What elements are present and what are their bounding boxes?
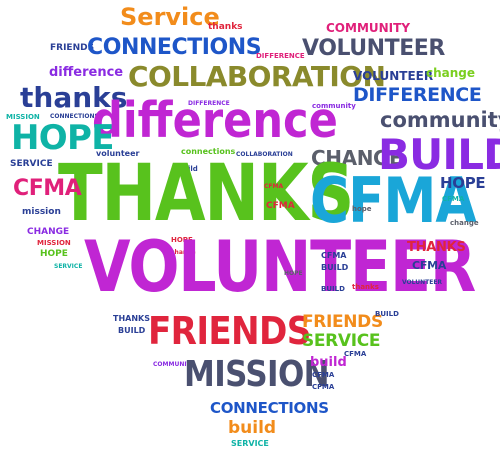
word-volunteer-tiny: volunteer <box>96 149 140 158</box>
word-cfma-big: CFMA <box>310 164 477 237</box>
word-thanks-top: thanks <box>208 22 243 32</box>
word-cfma-right3: CFMA <box>344 350 367 358</box>
word-hope-left2: HOPE <box>40 249 68 259</box>
word-build-left-bottom: BUILD <box>118 326 146 335</box>
word-connections-top: CONNECTIONS <box>87 35 262 60</box>
word-difference-tiny: DIFFERENCE <box>188 100 230 107</box>
word-volunteer-right-mid: VOLUNTEER <box>353 69 434 83</box>
word-collaboration-tiny: COLLABORATION <box>236 151 293 158</box>
word-hope-mid: HOPE <box>171 236 193 244</box>
word-cfma-right2: CFMA <box>412 259 447 272</box>
word-service-left2: SERVICE <box>54 263 83 270</box>
word-build-right-tiny: BUILD <box>321 285 345 293</box>
word-thanks-left: thanks <box>20 81 128 114</box>
word-build-tiny1: build <box>178 165 198 173</box>
word-mission-big: MISSION <box>184 354 330 395</box>
word-connections-left-tiny: CONNECTIONS <box>50 113 99 120</box>
word-change-right-top: change <box>426 66 476 80</box>
word-hope-mid-tiny: HOPE <box>284 270 303 277</box>
word-mission-left-tiny: MISSION <box>6 113 40 121</box>
word-change-mid: CHANGE <box>311 146 403 170</box>
word-build-bottom: build <box>228 418 277 438</box>
word-cfma-tiny-mid: CFMA <box>264 183 284 190</box>
word-community-bottom-tiny: COMMUNITY <box>153 361 196 368</box>
word-service-left: SERVICE <box>10 159 53 169</box>
word-service-right: SERVICE <box>302 331 381 351</box>
word-connections-tiny: connections <box>181 147 236 156</box>
word-change-mid-tiny: change <box>171 249 196 256</box>
word-cfma-right-tiny: CFMA <box>442 195 465 203</box>
word-hope-left: HOPE <box>11 118 114 158</box>
word-service-bottom: SERVICE <box>231 439 269 448</box>
word-thanks-mid-tiny: thanks <box>352 283 379 291</box>
word-build-mid-small: BUILD <box>321 263 349 272</box>
word-difference-big: difference <box>92 92 338 149</box>
word-volunteer-right-tiny: VOLUNTEER <box>402 279 443 286</box>
word-community-tiny: community <box>312 102 356 110</box>
word-collaboration: COLLABORATION <box>128 60 386 93</box>
word-cfma-left: CFMA <box>13 176 82 201</box>
word-volunteer-big: VOLUNTEER <box>84 226 476 308</box>
word-cfma-right4: CFMA <box>312 371 335 379</box>
word-change-right-tiny: change <box>450 219 479 227</box>
word-thanks-big: THANKS <box>58 149 354 239</box>
word-mission-left: mission <box>22 207 61 217</box>
word-friends-left-top: FRIENDS <box>50 43 95 53</box>
word-volunteer-right-top: VOLUNTEER <box>302 36 445 61</box>
word-cfma-mid-small: CFMA <box>321 251 347 260</box>
word-hope-right: HOPE <box>440 174 486 192</box>
word-service-top: Service <box>120 3 220 31</box>
word-build-right-tiny2: BUILD <box>375 310 399 318</box>
word-difference-left: difference <box>49 65 124 80</box>
word-cfma-tiny-mid2: CFMA <box>266 201 295 211</box>
word-connections-bottom: CONNECTIONS <box>210 399 329 417</box>
word-change-left: CHANGE <box>27 227 70 237</box>
word-mission-left2: MISSION <box>37 239 71 247</box>
word-friends-big: FRIENDS <box>148 309 311 353</box>
word-community-top: COMMUNITY <box>326 21 411 35</box>
word-build-right: BUILD <box>378 130 500 179</box>
word-build-right-script: build <box>310 355 347 370</box>
word-thanks-right: THANKS <box>407 240 466 255</box>
word-friends-right: FRIENDS <box>302 312 383 332</box>
word-community-right: community <box>380 108 500 132</box>
word-hope-tiny-mid: hope <box>352 205 372 213</box>
word-cfma-right5: CFMA <box>312 383 335 391</box>
word-difference-right: DIFFERENCE <box>353 84 482 106</box>
word-thanks-left-bottom: THANKS <box>113 314 150 323</box>
word-difference-small-top: DIFFERENCE <box>256 52 305 60</box>
